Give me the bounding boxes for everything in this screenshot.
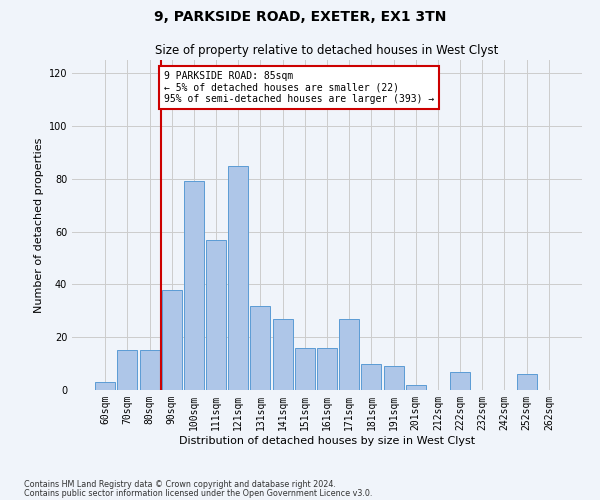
- Bar: [295, 348, 315, 390]
- Bar: [95, 382, 115, 390]
- Bar: [406, 384, 426, 390]
- Bar: [383, 366, 404, 390]
- Bar: [339, 318, 359, 390]
- Text: 9 PARKSIDE ROAD: 85sqm
← 5% of detached houses are smaller (22)
95% of semi-deta: 9 PARKSIDE ROAD: 85sqm ← 5% of detached …: [164, 70, 434, 104]
- Title: Size of property relative to detached houses in West Clyst: Size of property relative to detached ho…: [155, 44, 499, 58]
- Bar: [184, 182, 204, 390]
- Bar: [250, 306, 271, 390]
- X-axis label: Distribution of detached houses by size in West Clyst: Distribution of detached houses by size …: [179, 436, 475, 446]
- Text: Contains HM Land Registry data © Crown copyright and database right 2024.: Contains HM Land Registry data © Crown c…: [24, 480, 336, 489]
- Text: Contains public sector information licensed under the Open Government Licence v3: Contains public sector information licen…: [24, 490, 373, 498]
- Text: 9, PARKSIDE ROAD, EXETER, EX1 3TN: 9, PARKSIDE ROAD, EXETER, EX1 3TN: [154, 10, 446, 24]
- Bar: [140, 350, 160, 390]
- Bar: [517, 374, 536, 390]
- Bar: [228, 166, 248, 390]
- Bar: [317, 348, 337, 390]
- Bar: [272, 318, 293, 390]
- Bar: [361, 364, 382, 390]
- Bar: [162, 290, 182, 390]
- Bar: [206, 240, 226, 390]
- Bar: [118, 350, 137, 390]
- Y-axis label: Number of detached properties: Number of detached properties: [34, 138, 44, 312]
- Bar: [450, 372, 470, 390]
